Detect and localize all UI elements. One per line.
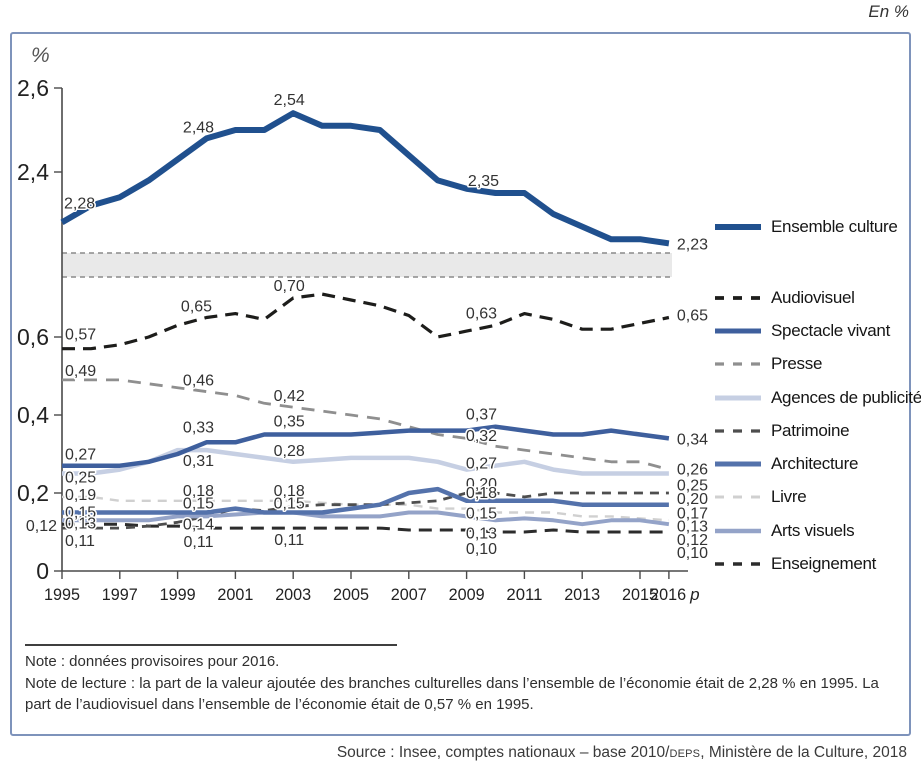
source-prefix: Source : Insee, comptes nationaux – base… [336, 744, 670, 761]
legend-item-agences-de-publicite: Agences de publicité [714, 388, 921, 408]
architecture-swatch [715, 461, 761, 467]
legend-item-ensemble-culture: Ensemble culture [714, 217, 898, 237]
note-reading: Note de lecture : la part de la valeur a… [25, 675, 879, 713]
ensemble-culture-swatch [715, 224, 761, 230]
notes-separator [25, 644, 397, 646]
legend-label-presse: Presse [771, 354, 823, 373]
legend-item-enseignement: Enseignement [714, 554, 876, 574]
legend-item-arts-visuels: Arts visuels [714, 521, 855, 541]
legend-item-presse: Presse [714, 354, 822, 374]
agences-de-publicite-swatch [715, 395, 761, 401]
source-line: Source : Insee, comptes nationaux – base… [337, 744, 907, 762]
livre-swatch [715, 495, 761, 499]
note-provisional: Note : données provisoires pour 2016. [25, 653, 280, 670]
legend-item-architecture: Architecture [714, 454, 858, 474]
legend-label-audiovisuel: Audiovisuel [771, 288, 855, 307]
legend-item-livre: Livre [714, 487, 807, 507]
legend-item-audiovisuel: Audiovisuel [714, 288, 855, 308]
audiovisuel-swatch [715, 296, 761, 300]
legend-label-spectacle-vivant: Spectacle vivant [771, 321, 890, 340]
legend-label-livre: Livre [771, 487, 807, 506]
patrimoine-swatch [715, 429, 761, 433]
presse-swatch [715, 362, 761, 366]
legend-label-ensemble-culture: Ensemble culture [771, 217, 898, 236]
spectacle-vivant-swatch [715, 328, 761, 334]
chart-border-box [10, 32, 911, 736]
legend-label-patrimoine: Patrimoine [771, 421, 850, 440]
legend-label-agences-de-publicite: Agences de publicité [771, 388, 921, 407]
legend-label-architecture: Architecture [771, 454, 859, 473]
legend-label-arts-visuels: Arts visuels [771, 521, 855, 540]
source-smallcaps: deps [669, 744, 701, 761]
enseignement-swatch [715, 562, 761, 566]
legend-item-spectacle-vivant: Spectacle vivant [714, 321, 890, 341]
unit-label: En % [868, 2, 909, 21]
arts-visuels-swatch [715, 528, 761, 534]
legend-item-patrimoine: Patrimoine [714, 421, 850, 441]
legend-label-enseignement: Enseignement [771, 554, 877, 573]
y-axis-unit-label: % [31, 44, 50, 67]
source-suffix: , Ministère de la Culture, 2018 [700, 744, 907, 761]
